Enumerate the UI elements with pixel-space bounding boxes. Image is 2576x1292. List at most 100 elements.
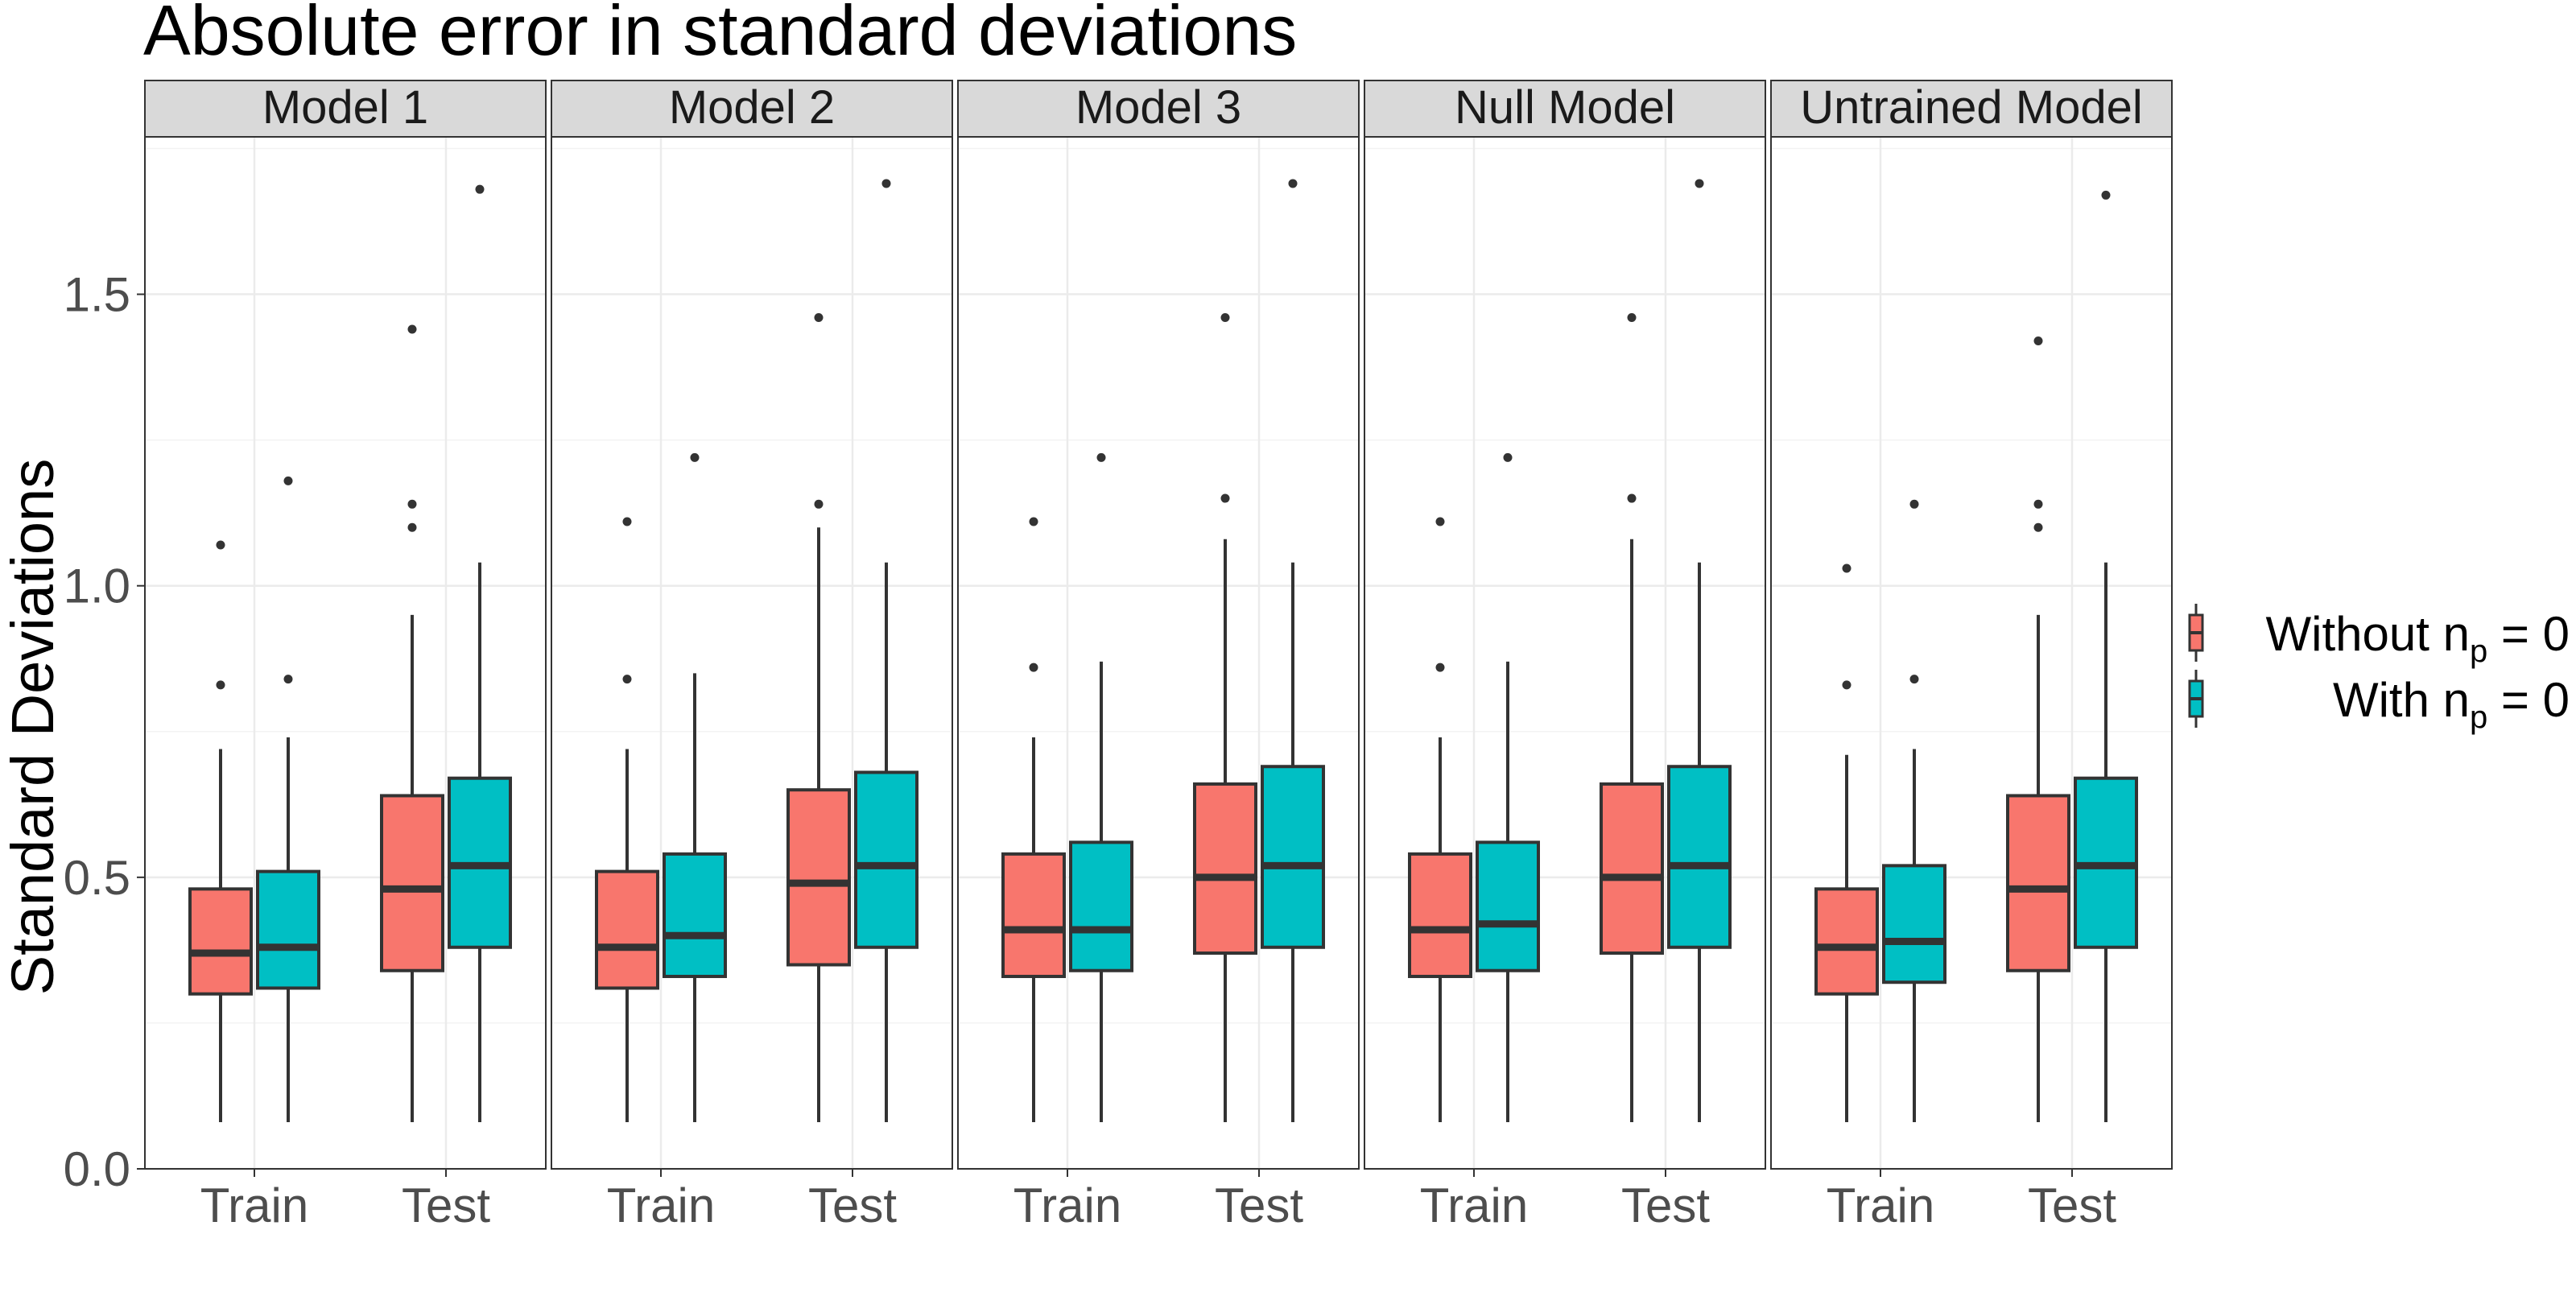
x-tick-label-train: Train [200, 1178, 308, 1232]
box-body [188, 887, 253, 996]
box-body [2006, 794, 2070, 972]
x-tick-label-test: Test [2028, 1178, 2116, 1232]
box-body [380, 794, 444, 972]
box-body [1261, 765, 1325, 949]
outlier-point [283, 476, 293, 485]
box-model-3-test-without [1193, 313, 1257, 1123]
panel-background-model-3 [958, 137, 1359, 1169]
outlier-point [1435, 663, 1445, 672]
outlier-point [622, 675, 632, 684]
box-body [1667, 765, 1732, 949]
box-null-model-test-with [1667, 179, 1732, 1123]
box-model-3-train-with [1069, 452, 1133, 1123]
panel-background-model-1 [145, 137, 546, 1169]
facet-strip-model-2 [551, 80, 953, 138]
facet-strip-label-model-1: Model 1 [262, 81, 428, 134]
outlier-point [814, 499, 824, 509]
outlier-point [216, 680, 225, 690]
outlier-point [1842, 563, 1852, 573]
facet-panel-model-1: Model 1 Train Test [144, 80, 547, 1232]
facet-strip-model-1 [144, 80, 547, 138]
outlier-point [283, 675, 293, 684]
y-axis-label: Standard Deviations [0, 459, 66, 995]
y-tick-label: 1.5 [64, 268, 130, 322]
outlier-point [407, 522, 417, 532]
outlier-point [1096, 452, 1106, 462]
facet-strip-label-untrained-model: Untrained Model [1800, 81, 2143, 134]
box-model-3-test-with [1261, 179, 1325, 1123]
x-tick-label-train: Train [1827, 1178, 1934, 1232]
facet-panel-null-model: Null Model Train Test [1364, 80, 1766, 1232]
box-body [1476, 840, 1540, 972]
panel-border-model-3 [957, 136, 1360, 1170]
box-untrained-model-test-without [2006, 336, 2070, 1123]
outlier-point [407, 324, 417, 334]
facet-panel-untrained-model: Untrained Model Train Test [1770, 80, 2173, 1232]
facet-strip-model-3 [957, 80, 1360, 138]
panel-border-model-2 [551, 136, 953, 1170]
box-body [1069, 840, 1133, 972]
panel-border-untrained-model [1770, 136, 2173, 1170]
box-body [1814, 887, 1879, 996]
outlier-point [216, 540, 225, 550]
outlier-point [1695, 179, 1704, 188]
panel-background-model-2 [551, 137, 952, 1169]
box-body [595, 869, 659, 990]
box-null-model-train-with [1476, 452, 1540, 1123]
box-model-1-train-with [256, 476, 320, 1123]
box-body [1001, 852, 1066, 978]
box-body [1600, 782, 1664, 956]
y-tick-label: 1.0 [64, 559, 130, 613]
box-model-3-train-without [1001, 517, 1066, 1123]
panel-background-null-model [1364, 137, 1765, 1169]
outlier-point [881, 179, 891, 188]
outlier-point [1503, 452, 1513, 462]
box-body [1882, 864, 1946, 984]
legend-label-with: With np = 0 [2333, 673, 2570, 735]
y-tick-label: 0.0 [64, 1142, 130, 1196]
box-untrained-model-train-with [1882, 499, 1946, 1123]
outlier-point [1288, 179, 1298, 188]
box-untrained-model-test-with [2074, 190, 2138, 1123]
y-tick-label: 0.5 [64, 851, 130, 905]
box-model-2-train-without [595, 517, 659, 1123]
x-tick-label-train: Train [1420, 1178, 1528, 1232]
x-tick-label-train: Train [1013, 1178, 1121, 1232]
box-body [1193, 782, 1257, 956]
outlier-point [1220, 493, 1230, 503]
panel-background-untrained-model [1771, 137, 2172, 1169]
x-tick-label-test: Test [808, 1178, 897, 1232]
x-tick-label-train: Train [607, 1178, 715, 1232]
outlier-point [2033, 336, 2043, 346]
panel-border-model-1 [144, 136, 547, 1170]
outlier-point [622, 517, 632, 526]
outlier-point [690, 452, 700, 462]
outlier-point [1842, 680, 1852, 690]
outlier-point [2033, 522, 2043, 532]
box-untrained-model-train-without [1814, 563, 1879, 1123]
box-model-1-train-without [188, 540, 253, 1123]
outlier-point [475, 184, 485, 194]
x-tick-label-test: Test [402, 1178, 490, 1232]
y-axis: 0.0 0.5 1.0 1.5 [64, 268, 145, 1196]
box-body [663, 852, 727, 978]
chart-title: Absolute error in standard deviations [143, 0, 1297, 70]
box-body [256, 869, 320, 990]
box-model-1-test-with [448, 184, 512, 1123]
box-body [1408, 852, 1472, 978]
outlier-point [1435, 517, 1445, 526]
x-tick-label-test: Test [1215, 1178, 1303, 1232]
facet-strip-label-model-3: Model 3 [1075, 81, 1241, 134]
outlier-point [2033, 499, 2043, 509]
panel-border-null-model [1364, 136, 1766, 1170]
facet-strip-label-model-2: Model 2 [669, 81, 835, 134]
facet-strip-untrained-model [1770, 80, 2173, 138]
facet-panel-model-3: Model 3 Train Test [957, 80, 1360, 1232]
facet-strip-label-null-model: Null Model [1455, 81, 1675, 134]
facet-panels: Model 1 Train Test Model 2 Train Test Model 3 T… [144, 80, 2173, 1232]
box-model-2-test-with [854, 179, 919, 1123]
box-null-model-test-without [1600, 313, 1664, 1123]
x-tick-label-test: Test [1621, 1178, 1710, 1232]
